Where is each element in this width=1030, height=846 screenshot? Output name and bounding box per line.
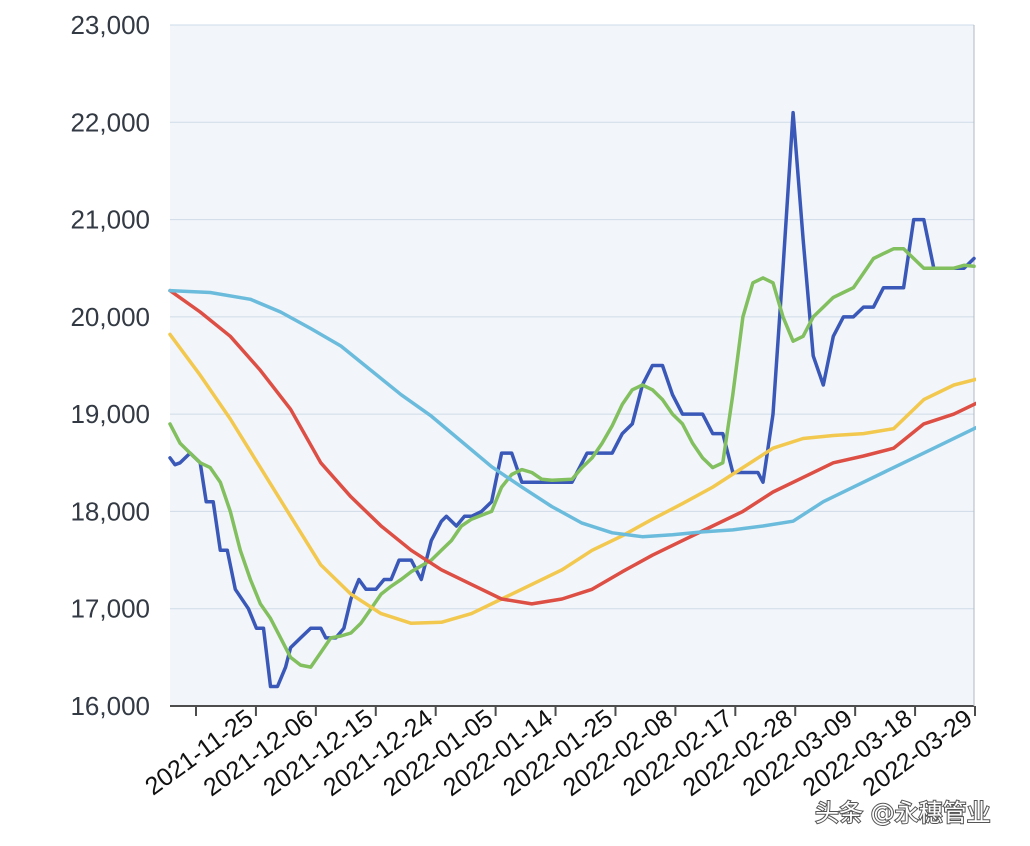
y-tick-label: 20,000 [70,302,150,332]
y-axis-ticks: 16,000 17,000 18,000 19,000 20,000 21,000 22,0… [70,10,150,721]
gridlines [170,24,974,610]
y-tick-label: 17,000 [70,594,150,624]
axes [170,25,975,707]
series-line-3 [168,332,976,626]
y-tick-label: 21,000 [70,205,150,235]
series-line-4 [168,288,976,606]
series-line-5 [168,288,976,539]
y-tick-label: 16,000 [70,691,150,721]
watermark-text: 头条 @永穗管业 [815,799,991,827]
y-tick-label: 18,000 [70,496,150,526]
y-tick-label: 23,000 [70,10,150,40]
y-tick-label: 19,000 [70,399,150,429]
y-tick-label: 22,000 [70,107,150,137]
x-axis-ticks: 2021-11-252021-12-062021-12-152021-12-24… [140,704,977,802]
series-line-1 [168,110,976,689]
plot-area-background [170,25,974,706]
series-layer [168,110,976,689]
series-line-2 [168,247,976,669]
